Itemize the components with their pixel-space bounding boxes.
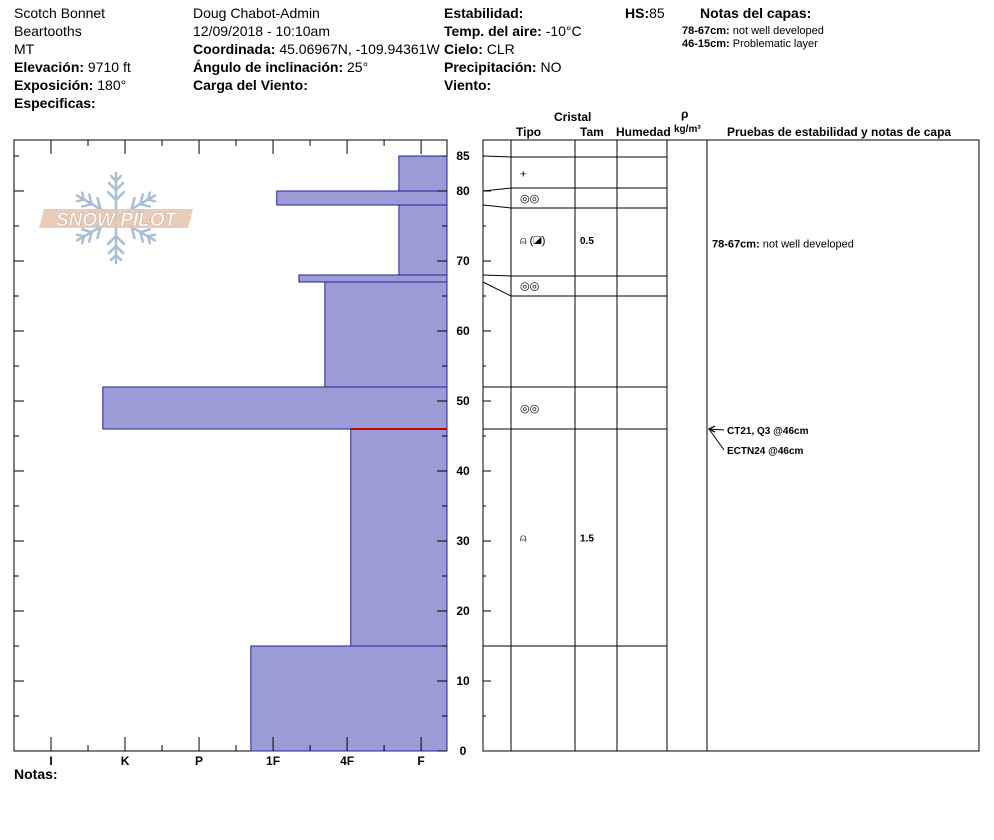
notes-label: Notas: <box>14 766 58 782</box>
stability-test-label: CT21, Q3 @46cm <box>727 426 809 437</box>
hardness-tick-label: P <box>195 754 203 768</box>
tam-header: Tam <box>580 125 604 139</box>
hardness-bar <box>276 190 448 206</box>
layer-boundary-connector <box>482 281 512 297</box>
grain-size-value: 1.5 <box>580 534 594 545</box>
humedad-header: Humedad <box>616 125 671 139</box>
hardness-bar <box>398 204 448 276</box>
coordinates-label: Coordinada: <box>193 41 276 57</box>
stability-test-arrowhead <box>707 425 716 433</box>
air-temp-value: -10°C <box>545 23 582 39</box>
location-range: Beartooths <box>14 23 82 39</box>
hs-value: 85 <box>649 5 665 21</box>
hardness-tick-label: I <box>49 754 52 768</box>
stability-test-arrow <box>708 428 725 431</box>
hs-label: HS: <box>625 5 650 21</box>
depth-tick-label: 10 <box>456 674 470 688</box>
stability-test-label: ECTN24 @46cm <box>727 446 804 457</box>
tipo-header: Tipo <box>516 125 542 139</box>
grain-form-symbol: + <box>520 169 526 181</box>
layer-comment-range: 78-67cm: <box>712 239 763 251</box>
layer-comment-text: not well developed <box>763 239 854 251</box>
layer-note-text: not well developed <box>732 25 824 37</box>
hardness-tick-label: F <box>417 754 424 768</box>
hardness-bar <box>324 281 448 388</box>
layer-notes-title: Notas del capas: <box>700 5 812 21</box>
sky-label: Cielo: <box>444 41 483 57</box>
observer: Doug Chabot-Admin <box>193 5 320 21</box>
wind-load-label: Carga del Viento: <box>193 77 308 93</box>
snowpilot-logo: SNOW PILOT <box>39 171 193 265</box>
snow-height: HS:85 <box>625 5 665 21</box>
layer-table-frame <box>482 139 980 752</box>
sky-value: CLR <box>486 41 515 57</box>
elevation-label: Elevación: <box>14 59 85 75</box>
layer-note-range: 46-15cm: <box>682 38 730 50</box>
hardness-bar <box>350 428 448 647</box>
coordinates-value: 45.06967N, -109.94361W <box>279 41 440 57</box>
layer-boundary-connector <box>482 204 512 209</box>
stability-label: Estabilidad: <box>444 5 524 21</box>
hardness-bar <box>102 386 448 430</box>
tests-header: Pruebas de estabilidad y notas de capa <box>727 125 952 139</box>
location-name: Scotch Bonnet <box>14 5 106 21</box>
coordinates: Coordinada: 45.06967N, -109.94361W <box>193 41 440 57</box>
grain-form-symbol: ◎◎ <box>520 193 539 205</box>
precipitation: Precipitación: NO <box>444 59 561 75</box>
grain-form-symbol: ◎◎ <box>520 281 539 293</box>
aspect-value: 180° <box>97 77 127 93</box>
datetime: 12/09/2018 - 10:10am <box>193 23 330 39</box>
hardness-bar <box>250 645 448 752</box>
depth-tick-label: 85 <box>456 149 470 163</box>
aspect-label: Exposición: <box>14 77 94 93</box>
cristal-header: Cristal <box>554 110 592 124</box>
stability-test-arrow <box>708 428 725 451</box>
density-unit-header: kg/m³ <box>674 124 701 135</box>
layer-note-text: Problematic layer <box>732 38 818 50</box>
depth-tick-label: 70 <box>456 254 470 268</box>
sky: Cielo: CLR <box>444 41 515 57</box>
hardness-tick-label: 1F <box>266 754 280 768</box>
hardness-tick-label: K <box>121 754 130 768</box>
slope-value: 25° <box>347 59 369 75</box>
depth-tick-label: 30 <box>456 534 470 548</box>
layer-boundary-connector <box>482 274 512 277</box>
location-state: MT <box>14 41 35 57</box>
layer-note-2: 46-15cm: Problematic layer <box>682 38 818 51</box>
hardness-bar <box>298 274 448 283</box>
specifics-label: Especificas: <box>14 95 96 111</box>
layer-note-range: 78-67cm: <box>682 25 730 37</box>
rho-header: ρ <box>681 107 689 121</box>
grain-form-symbol: ⍝ <box>520 533 527 545</box>
air-temp-label: Temp. del aire: <box>444 23 542 39</box>
grain-form-symbol: ⍝ (◪) <box>520 235 545 247</box>
precip-value: NO <box>540 59 562 75</box>
hardness-tick-label: 4F <box>340 754 354 768</box>
wind-label: Viento: <box>444 77 492 93</box>
snowflake-icon <box>71 171 161 265</box>
hardness-bar <box>398 155 448 192</box>
depth-tick-label: 20 <box>456 604 470 618</box>
depth-tick-label: 80 <box>456 184 470 198</box>
grain-size-value: 0.5 <box>580 236 594 247</box>
layer-note-1: 78-67cm: not well developed <box>682 25 824 38</box>
depth-tick-label: 0 <box>460 744 467 758</box>
slope-label: Ángulo de inclinación: <box>193 59 344 75</box>
depth-tick-label: 50 <box>456 394 470 408</box>
air-temp: Temp. del aire: -10°C <box>444 23 582 39</box>
aspect: Exposición: 180° <box>14 77 126 93</box>
layer-boundary-connector <box>482 187 512 192</box>
logo-text: SNOW PILOT <box>56 210 178 231</box>
layer-boundary-connector <box>482 155 512 158</box>
depth-tick-label: 60 <box>456 324 470 338</box>
slope-angle: Ángulo de inclinación: 25° <box>193 59 368 75</box>
grain-form-symbol: ◎◎ <box>520 403 539 415</box>
elevation: Elevación: 9710 ft <box>14 59 131 75</box>
depth-tick-label: 40 <box>456 464 470 478</box>
layer-comment: 78-67cm: not well developed <box>712 239 854 251</box>
elevation-value: 9710 ft <box>87 59 131 75</box>
precip-label: Precipitación: <box>444 59 537 75</box>
